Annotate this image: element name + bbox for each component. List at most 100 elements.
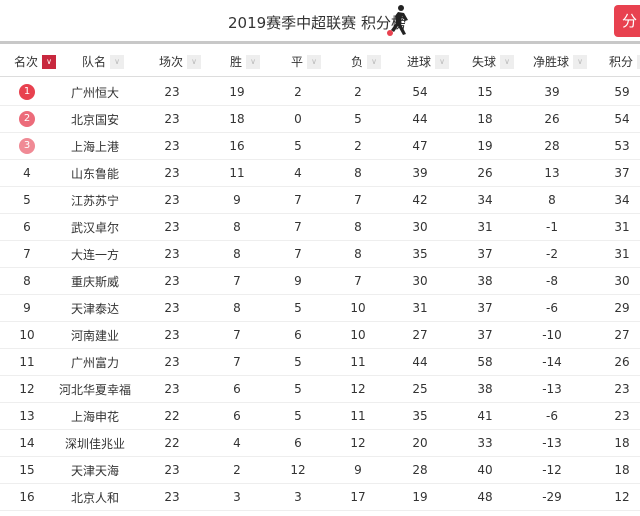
lost-cell: 7: [354, 274, 362, 288]
rank-cell: 8: [23, 274, 31, 288]
chevron-down-icon[interactable]: ∨: [435, 54, 450, 69]
played-cell: 23: [164, 463, 180, 477]
header-label: 积分: [608, 55, 634, 69]
points-cell: 26: [614, 355, 630, 369]
lost-cell: 11: [350, 355, 366, 369]
header-points[interactable]: 积分∨: [609, 47, 640, 76]
goals-against-cell: 34: [477, 193, 493, 207]
goal-diff-cell: -29: [542, 490, 562, 504]
chevron-down-icon[interactable]: ∨: [187, 54, 202, 69]
goal-diff-cell: -8: [546, 274, 558, 288]
rank-cell: 13: [19, 409, 35, 423]
header-lost[interactable]: 负 ∨: [350, 47, 382, 76]
rank-cell: 9: [23, 301, 31, 315]
points-cell: 37: [614, 166, 630, 180]
goals-for-cell: 35: [412, 247, 428, 261]
header-drawn[interactable]: 平 ∨: [290, 47, 322, 76]
table-row: 7 大连一方 23 8 7 8 35 37 -2 31: [0, 241, 640, 268]
team-cell: 广州富力: [70, 355, 120, 370]
table-row: 4 山东鲁能 23 11 4 8 39 26 13 37: [0, 160, 640, 187]
rank-cell: 16: [19, 490, 35, 504]
goals-against-cell: 41: [477, 409, 493, 423]
chevron-down-icon[interactable]: ∨: [110, 54, 125, 69]
played-cell: 23: [164, 382, 180, 396]
share-button[interactable]: 分: [614, 5, 640, 37]
drawn-cell: 5: [294, 382, 302, 396]
lost-cell: 2: [354, 85, 362, 99]
table-row: 14 深圳佳兆业 22 4 6 12 20 33 -13 18: [0, 430, 640, 457]
header-label: 平: [290, 55, 304, 69]
team-cell: 上海上港: [70, 139, 120, 154]
goals-for-cell: 44: [412, 112, 428, 126]
goal-diff-cell: -13: [542, 382, 562, 396]
chevron-down-icon[interactable]: ∨: [637, 54, 640, 69]
won-cell: 19: [229, 85, 245, 99]
lost-cell: 7: [354, 193, 362, 207]
played-cell: 23: [164, 112, 180, 126]
goals-for-cell: 44: [412, 355, 428, 369]
header-label: 名次: [13, 55, 39, 69]
table-row: 8 重庆斯威 23 7 9 7 30 38 -8 30: [0, 268, 640, 295]
drawn-cell: 7: [294, 247, 302, 261]
team-cell: 北京人和: [70, 490, 120, 505]
chevron-down-icon[interactable]: ∨: [246, 54, 261, 69]
header-won[interactable]: 胜 ∨: [230, 47, 261, 76]
won-cell: 7: [233, 328, 241, 342]
chevron-down-icon[interactable]: ∨: [307, 54, 322, 69]
header-label: 进球: [406, 55, 432, 69]
points-cell: 30: [614, 274, 630, 288]
chevron-down-icon[interactable]: ∨: [573, 54, 588, 69]
played-cell: 23: [164, 85, 180, 99]
won-cell: 8: [233, 220, 241, 234]
lost-cell: 8: [354, 247, 362, 261]
header-rank[interactable]: 名次 ∨: [13, 47, 57, 76]
goal-diff-cell: 39: [544, 85, 560, 99]
goal-diff-cell: 8: [548, 193, 556, 207]
goals-against-cell: 19: [477, 139, 493, 153]
chevron-down-icon[interactable]: ∨: [42, 54, 57, 69]
played-cell: 22: [164, 409, 180, 423]
goals-for-cell: 25: [412, 382, 428, 396]
chevron-down-icon[interactable]: ∨: [500, 54, 515, 69]
table-row: 6 武汉卓尔 23 8 7 8 30 31 -1 31: [0, 214, 640, 241]
lost-cell: 11: [350, 409, 366, 423]
points-cell: 53: [614, 139, 630, 153]
goals-for-cell: 31: [412, 301, 428, 315]
header-played[interactable]: 场次 ∨: [159, 47, 202, 76]
rank-cell: 5: [23, 193, 31, 207]
points-cell: 34: [614, 193, 630, 207]
goal-diff-cell: -14: [542, 355, 562, 369]
rank-badge: 2: [19, 111, 35, 127]
points-cell: 18: [614, 463, 630, 477]
lost-cell: 8: [354, 166, 362, 180]
table-row: 1 广州恒大 23 19 2 2 54 15 39 59: [0, 79, 640, 106]
won-cell: 6: [233, 382, 241, 396]
header-label: 净胜球: [532, 55, 570, 69]
header-goal-diff[interactable]: 净胜球 ∨: [532, 47, 588, 76]
played-cell: 23: [164, 301, 180, 315]
goal-diff-cell: 28: [544, 139, 560, 153]
goals-for-cell: 35: [412, 409, 428, 423]
points-cell: 18: [614, 436, 630, 450]
team-cell: 天津泰达: [70, 301, 120, 316]
won-cell: 6: [233, 409, 241, 423]
team-cell: 江苏苏宁: [70, 193, 120, 208]
header-team[interactable]: 队名 ∨: [82, 47, 125, 76]
team-cell: 武汉卓尔: [70, 220, 120, 235]
won-cell: 4: [233, 436, 241, 450]
chevron-down-icon[interactable]: ∨: [367, 54, 382, 69]
title-bar: 2019赛季中超联赛 积分榜 分: [0, 0, 640, 44]
table-row: 11 广州富力 23 7 5 11 44 58 -14 26: [0, 349, 640, 376]
table-row: 12 河北华夏幸福 23 6 5 12 25 38 -13 23: [0, 376, 640, 403]
team-cell: 重庆斯威: [70, 274, 120, 289]
table-row: 16 北京人和 23 3 3 17 19 48 -29 12: [0, 484, 640, 511]
goals-against-cell: 37: [477, 328, 493, 342]
header-goals-for[interactable]: 进球 ∨: [406, 47, 450, 76]
won-cell: 18: [229, 112, 245, 126]
points-cell: 23: [614, 409, 630, 423]
header-label: 负: [350, 55, 364, 69]
goals-against-cell: 37: [477, 301, 493, 315]
header-goals-against[interactable]: 失球 ∨: [472, 47, 515, 76]
won-cell: 8: [233, 247, 241, 261]
played-cell: 23: [164, 193, 180, 207]
